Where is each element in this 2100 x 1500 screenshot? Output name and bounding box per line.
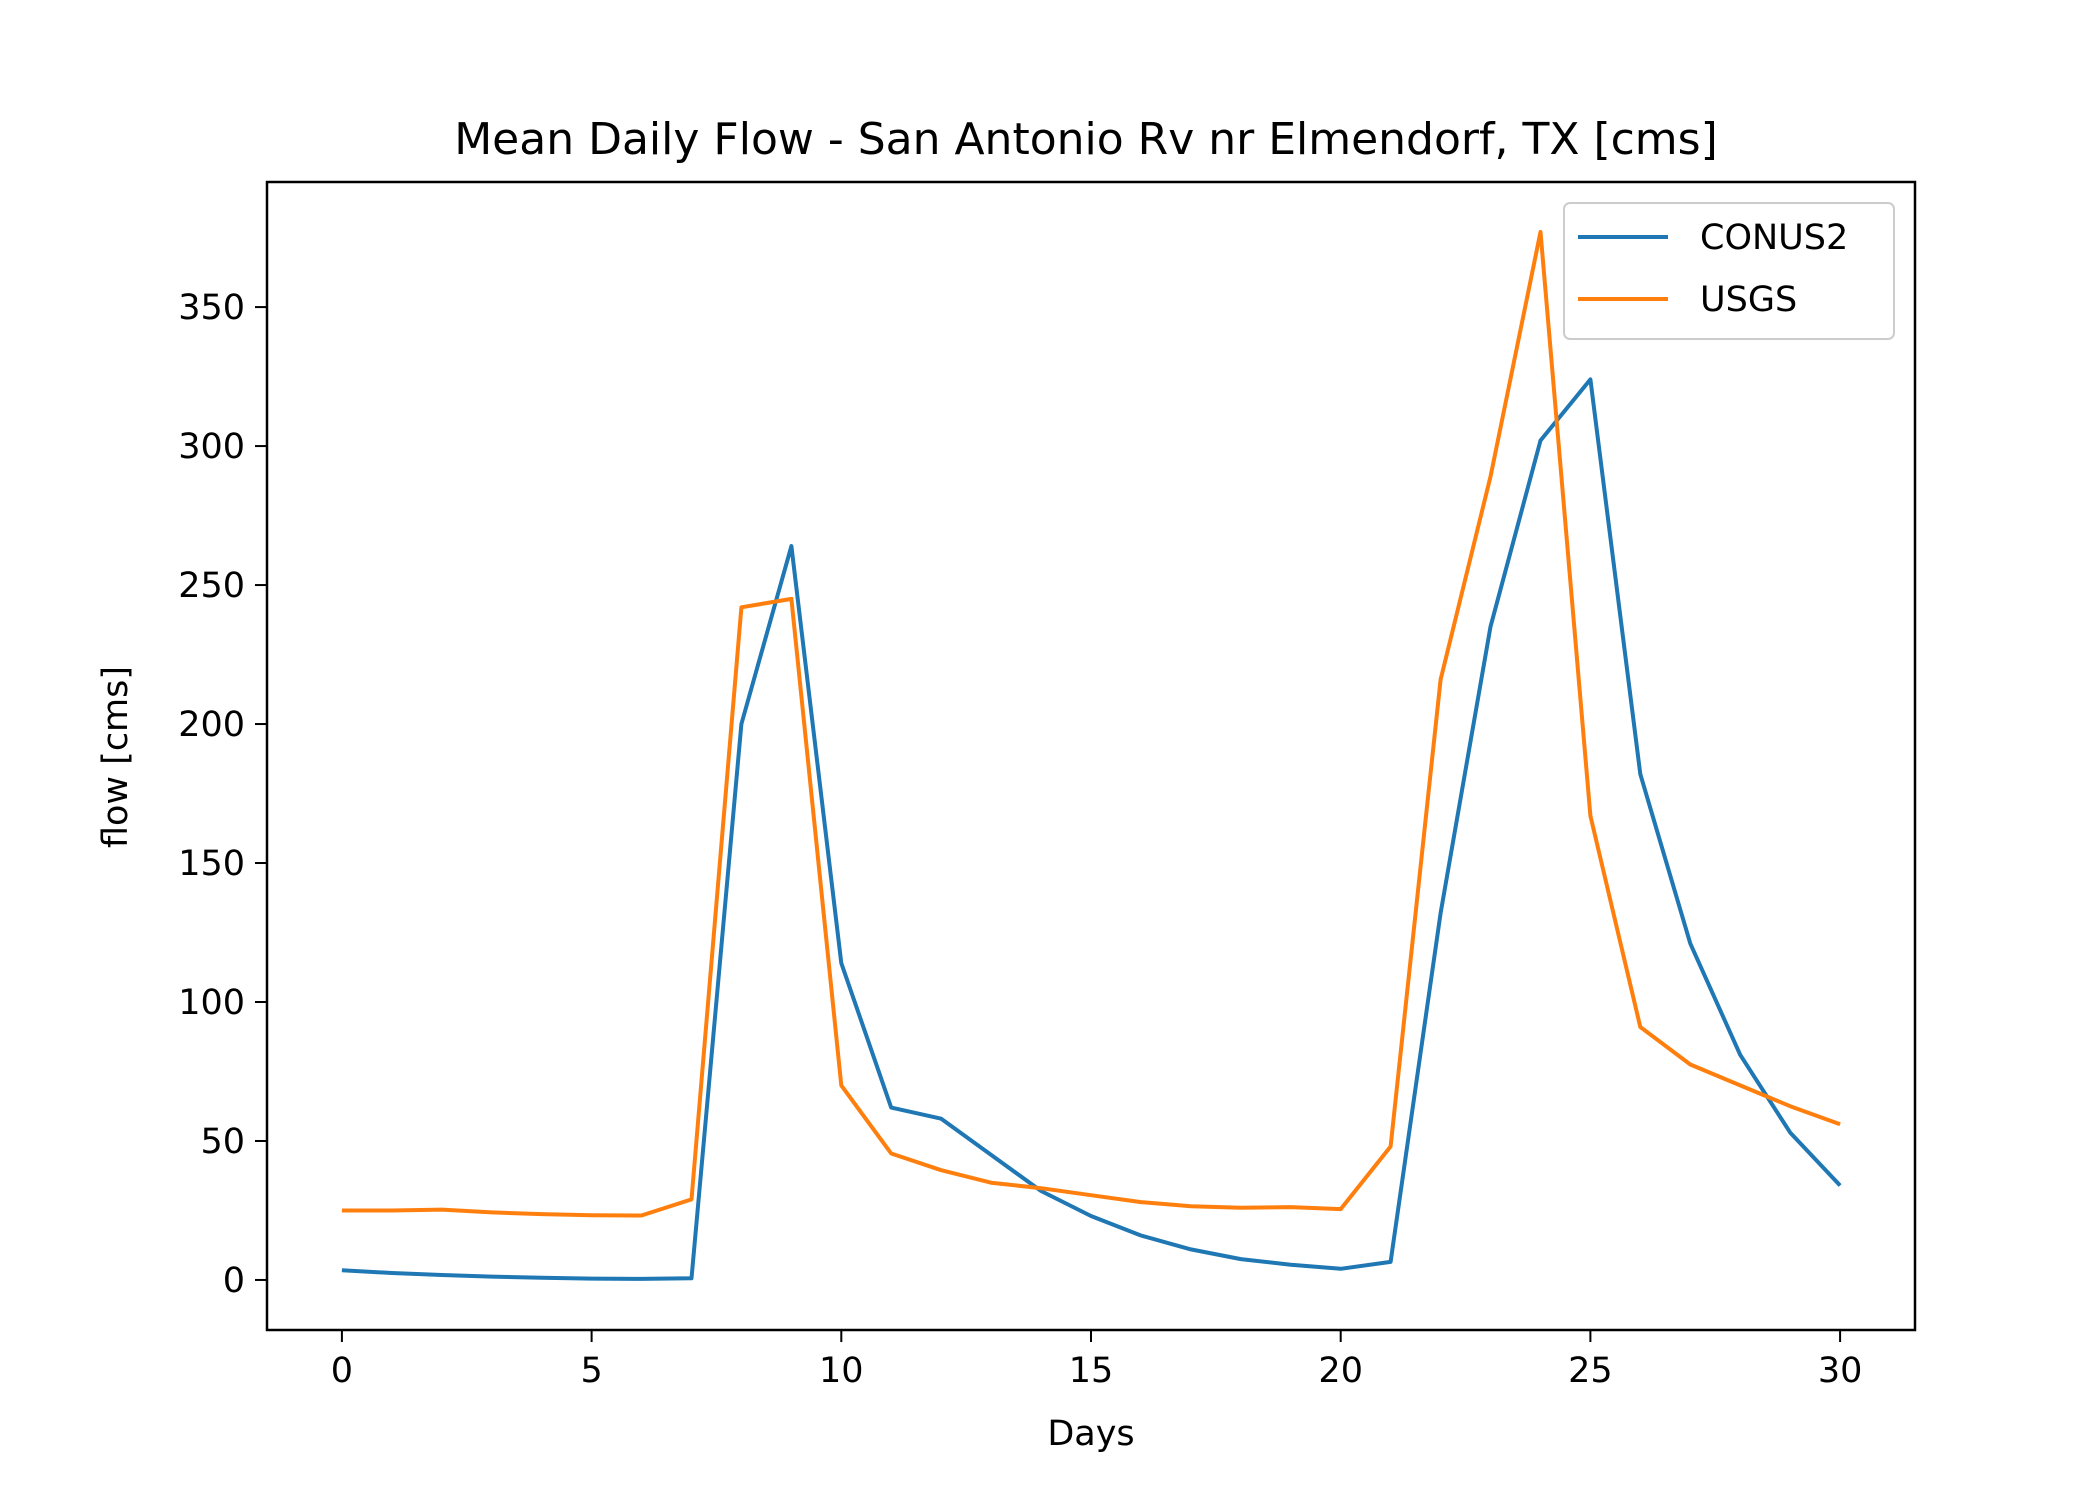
x-axis-label: Days (1047, 1414, 1134, 1454)
x-tick-label: 25 (1568, 1351, 1613, 1391)
y-tick-label: 250 (178, 566, 245, 606)
y-tick-label: 300 (178, 427, 245, 467)
y-tick-label: 200 (178, 705, 245, 745)
x-tick-label: 15 (1069, 1351, 1114, 1391)
y-tick-label: 150 (178, 844, 245, 884)
x-tick-label: 5 (580, 1351, 602, 1391)
y-tick-label: 50 (200, 1122, 245, 1162)
y-tick-label: 100 (178, 983, 245, 1023)
chart-title: Mean Daily Flow - San Antonio Rv nr Elme… (454, 114, 1718, 165)
series-line-conus2 (341, 377, 1842, 1281)
y-tick-label: 0 (223, 1261, 245, 1301)
x-tick-label: 30 (1818, 1351, 1863, 1391)
legend-label: USGS (1700, 280, 1797, 320)
plot-lines (341, 230, 1842, 1281)
series-line-usgs (341, 230, 1841, 1218)
x-tick-label: 10 (819, 1351, 864, 1391)
plot-frame (265, 180, 1917, 1332)
x-tick-label: 0 (331, 1351, 353, 1391)
y-tick-label: 350 (178, 288, 245, 328)
x-tick-label: 20 (1318, 1351, 1363, 1391)
legend-label: CONUS2 (1700, 218, 1848, 258)
y-axis-label: flow [cms] (96, 666, 136, 848)
legend: CONUS2 USGS (1563, 202, 1895, 340)
